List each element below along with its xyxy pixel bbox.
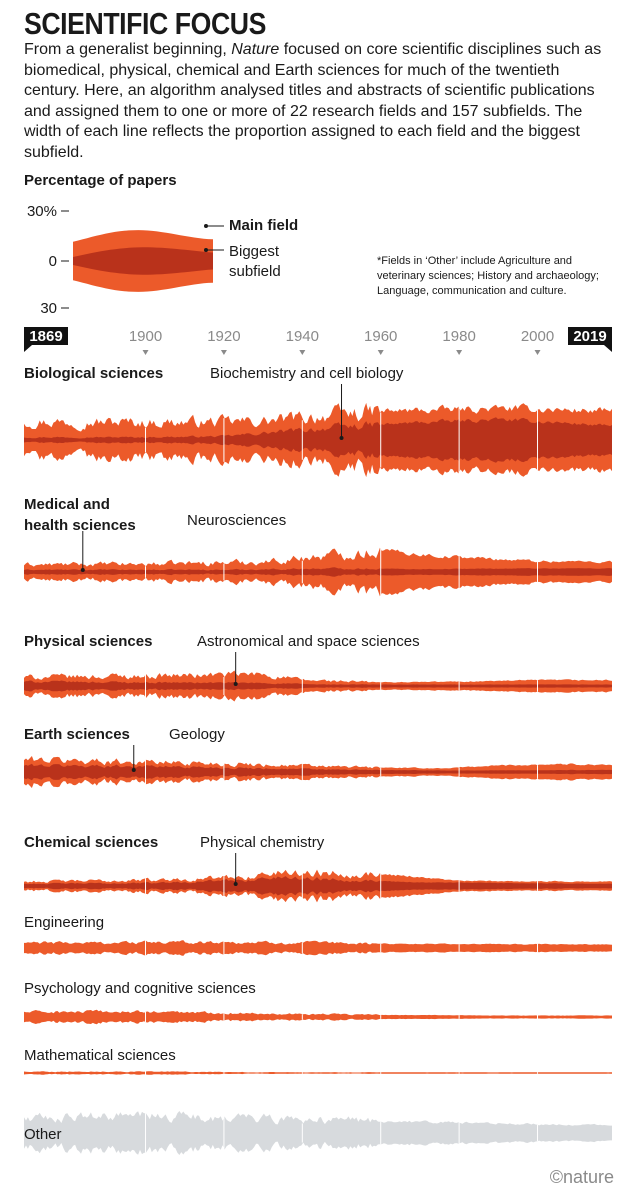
biological-sciences-subfield-band: [24, 417, 612, 463]
tick-label-1980: 1980: [442, 328, 475, 345]
tick-marker-1940: [299, 350, 306, 355]
start-year-label: 1869: [29, 328, 62, 345]
mathematical-sciences-label: Mathematical sciences: [24, 1047, 176, 1064]
legend-scale-top: 30%: [27, 203, 57, 220]
physical-sciences-subfield-label: Astronomical and space sciences: [197, 633, 420, 650]
tick-marker-1980: [456, 350, 463, 355]
intro-text: From a generalist beginning, Nature focu…: [24, 40, 616, 163]
medical-and-health-sciences-subfield-label: Neurosciences: [187, 512, 286, 529]
tick-label-1900: 1900: [129, 328, 162, 345]
psychology-and-cognitive-sciences-main-field-band: [24, 1009, 612, 1025]
tick-marker-1920: [220, 350, 227, 355]
legend-subfield-band: [73, 247, 213, 275]
medical-and-health-sciences-label: Medical and: [24, 496, 110, 513]
tick-marker-1960: [377, 350, 384, 355]
legend-scale-bottom: 30: [40, 300, 57, 317]
psychology-and-cognitive-sciences-label: Psychology and cognitive sciences: [24, 980, 256, 997]
other-label: Other: [24, 1126, 62, 1143]
biological-sciences-subfield-dot: [339, 436, 344, 440]
engineering-main-field-band: [24, 940, 612, 956]
start-year-badge: [24, 327, 68, 345]
earth-sciences-label: Earth sciences: [24, 726, 130, 743]
end-year-badge-tail: [604, 345, 612, 352]
start-year-badge-tail: [24, 345, 32, 352]
legend-sub-dot: [204, 248, 208, 252]
intro-post: focused on core scientific disciplines s…: [24, 41, 602, 161]
other-main-field-band: [24, 1111, 612, 1155]
end-year-label: 2019: [573, 328, 606, 345]
intro-pre: From a generalist beginning,: [24, 41, 232, 58]
legend-note: *Fields in ‘Other’ include Agriculture a…: [377, 255, 599, 297]
legend-subfield-label-2: subfield: [229, 263, 281, 280]
legend-subfield-label: Biggest: [229, 243, 280, 260]
legend-heading: Percentage of papers: [24, 172, 177, 189]
earth-sciences-subfield-dot: [131, 768, 136, 772]
physical-sciences-subfield-band: [24, 680, 612, 692]
legend-main-field-label: Main field: [229, 217, 298, 234]
earth-sciences-subfield-band: [24, 763, 612, 781]
physical-sciences-label: Physical sciences: [24, 633, 152, 650]
tick-marker-2000: [534, 350, 541, 355]
chemical-sciences-subfield-label: Physical chemistry: [200, 834, 325, 851]
biological-sciences-label: Biological sciences: [24, 365, 163, 382]
tick-label-2000: 2000: [521, 328, 554, 345]
medical-and-health-sciences-label-line2: health sciences: [24, 517, 136, 534]
earth-sciences-subfield-label: Geology: [169, 726, 225, 743]
engineering-label: Engineering: [24, 914, 104, 931]
physical-sciences-subfield-dot: [233, 682, 238, 686]
chemical-sciences-subfield-dot: [233, 882, 238, 886]
tick-label-1920: 1920: [207, 328, 240, 345]
legend-main-dot: [204, 224, 208, 228]
medical-and-health-sciences-subfield-band: [24, 567, 612, 577]
end-year-badge: [568, 327, 612, 345]
tick-label-1940: 1940: [286, 328, 319, 345]
tick-label-1960: 1960: [364, 328, 397, 345]
intro-italic: Nature: [231, 41, 280, 58]
medical-and-health-sciences-subfield-dot: [80, 568, 85, 572]
chemical-sciences-subfield-band: [24, 876, 612, 896]
legend-scale-mid: 0: [49, 253, 57, 270]
biological-sciences-subfield-label: Biochemistry and cell biology: [210, 365, 404, 382]
tick-marker-1900: [142, 350, 149, 355]
nature-credit: ©nature: [549, 1167, 614, 1187]
mathematical-sciences-main-field-band: [24, 1071, 612, 1075]
chemical-sciences-label: Chemical sciences: [24, 834, 158, 851]
page-title: SCIENTIFIC FOCUS: [24, 6, 266, 41]
